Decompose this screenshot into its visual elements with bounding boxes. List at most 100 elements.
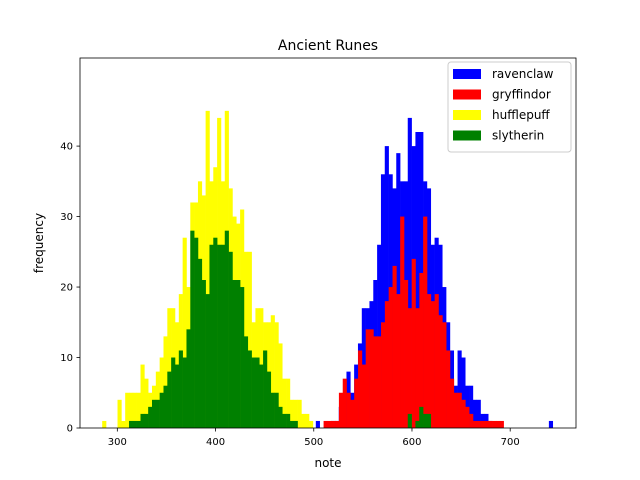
bar-gryffindor — [430, 301, 435, 428]
bar-gryffindor — [469, 413, 474, 428]
bar-ravenclaw — [407, 117, 412, 429]
bar-gryffindor — [495, 420, 501, 428]
legend-box — [447, 61, 572, 153]
legend: ravenclaw gryffindor hufflepuff slytherin — [447, 61, 572, 153]
bar-gryffindor — [400, 216, 405, 428]
bar-gryffindor — [342, 378, 347, 428]
bar-hufflepuff — [247, 251, 252, 428]
bar-hufflepuff — [205, 110, 210, 429]
x-tick-label: 300 — [108, 437, 127, 448]
bar-hufflepuff — [136, 392, 141, 428]
bar-gryffindor — [350, 399, 355, 428]
y-axis-label: frequency — [32, 213, 46, 273]
bar-gryffindor — [472, 420, 478, 428]
bar-gryffindor — [358, 350, 363, 428]
y-tick-label: 0 — [67, 424, 73, 435]
bar-slytherin — [255, 357, 260, 428]
histogram-bars — [102, 110, 554, 429]
bar-hufflepuff — [274, 322, 279, 428]
bar-hufflepuff — [309, 420, 314, 428]
bar-ravenclaw — [461, 357, 466, 428]
bar-slytherin — [171, 357, 176, 428]
bar-gryffindor — [449, 378, 455, 428]
bar-gryffindor — [480, 420, 485, 428]
bar-gryffindor — [331, 420, 336, 428]
bar-slytherin — [224, 230, 229, 428]
bar-slytherin — [274, 392, 279, 428]
bar-hufflepuff — [301, 413, 306, 428]
bar-slytherin — [190, 230, 195, 428]
bar-gryffindor — [346, 392, 351, 428]
bar-gryffindor — [411, 258, 416, 428]
bar-slytherin — [282, 413, 287, 428]
bar-slytherin — [194, 237, 199, 428]
chart-title: Ancient Runes — [278, 38, 378, 54]
bar-hufflepuff — [167, 308, 172, 428]
bar-hufflepuff — [140, 364, 145, 428]
bar-gryffindor — [476, 420, 481, 428]
bar-ravenclaw — [315, 420, 320, 428]
y-tick-label: 40 — [60, 142, 73, 153]
bar-gryffindor — [438, 315, 443, 428]
bar-slytherin — [159, 392, 164, 428]
legend-label-gryffindor: gryffindor — [492, 88, 551, 102]
bar-ravenclaw — [476, 399, 481, 428]
bar-slytherin — [209, 244, 214, 428]
bar-gryffindor — [442, 322, 447, 428]
x-tick-label: 600 — [402, 437, 421, 448]
bar-gryffindor — [446, 350, 451, 428]
bar-gryffindor — [423, 216, 428, 428]
bar-hufflepuff — [305, 413, 310, 428]
bar-slytherin — [263, 350, 268, 428]
bar-slytherin — [278, 406, 283, 428]
bar-gryffindor — [377, 336, 382, 428]
bar-gryffindor — [404, 280, 409, 428]
bar-ravenclaw — [457, 350, 462, 428]
bar-slytherin — [423, 413, 428, 428]
bar-hufflepuff — [163, 336, 168, 428]
bar-ravenclaw — [548, 420, 554, 428]
bar-hufflepuff — [102, 420, 107, 428]
bar-hufflepuff — [144, 378, 149, 428]
bar-slytherin — [236, 280, 241, 428]
bar-gryffindor — [492, 420, 497, 428]
bar-gryffindor — [338, 392, 344, 428]
bar-slytherin — [251, 357, 256, 428]
bar-slytherin — [232, 280, 237, 428]
bar-gryffindor — [407, 308, 412, 428]
bar-slytherin — [148, 406, 153, 428]
bar-slytherin — [259, 364, 264, 428]
bar-gryffindor — [384, 301, 389, 428]
bar-gryffindor — [484, 420, 489, 428]
bar-gryffindor — [434, 294, 439, 428]
bar-slytherin — [163, 385, 168, 428]
bar-gryffindor — [365, 329, 370, 428]
bar-slytherin — [197, 258, 203, 428]
bar-slytherin — [201, 280, 206, 428]
bar-slytherin — [186, 329, 191, 428]
bar-gryffindor — [392, 265, 397, 428]
bar-slytherin — [217, 244, 222, 428]
bar-hufflepuff — [293, 399, 298, 428]
bar-gryffindor — [369, 329, 374, 428]
bar-slytherin — [132, 420, 137, 428]
bar-slytherin — [419, 406, 424, 428]
bar-gryffindor — [335, 420, 340, 428]
bar-slytherin — [407, 413, 412, 428]
bar-slytherin — [136, 420, 141, 428]
plot-frame — [79, 57, 577, 429]
bar-ravenclaw — [384, 146, 389, 428]
bar-slytherin — [182, 357, 187, 428]
bar-slytherin — [293, 420, 298, 428]
legend-swatch-ravenclaw — [453, 69, 481, 79]
legend-label-slytherin: slytherin — [492, 129, 544, 143]
bar-slytherin — [270, 392, 275, 428]
bar-slytherin — [286, 413, 291, 428]
bar-hufflepuff — [182, 237, 187, 428]
bar-slytherin — [140, 413, 145, 428]
bar-slytherin — [243, 336, 249, 428]
bar-gryffindor — [488, 420, 493, 428]
legend-label-ravenclaw: ravenclaw — [492, 67, 554, 81]
bar-slytherin — [144, 413, 149, 428]
bar-hufflepuff — [282, 378, 287, 428]
